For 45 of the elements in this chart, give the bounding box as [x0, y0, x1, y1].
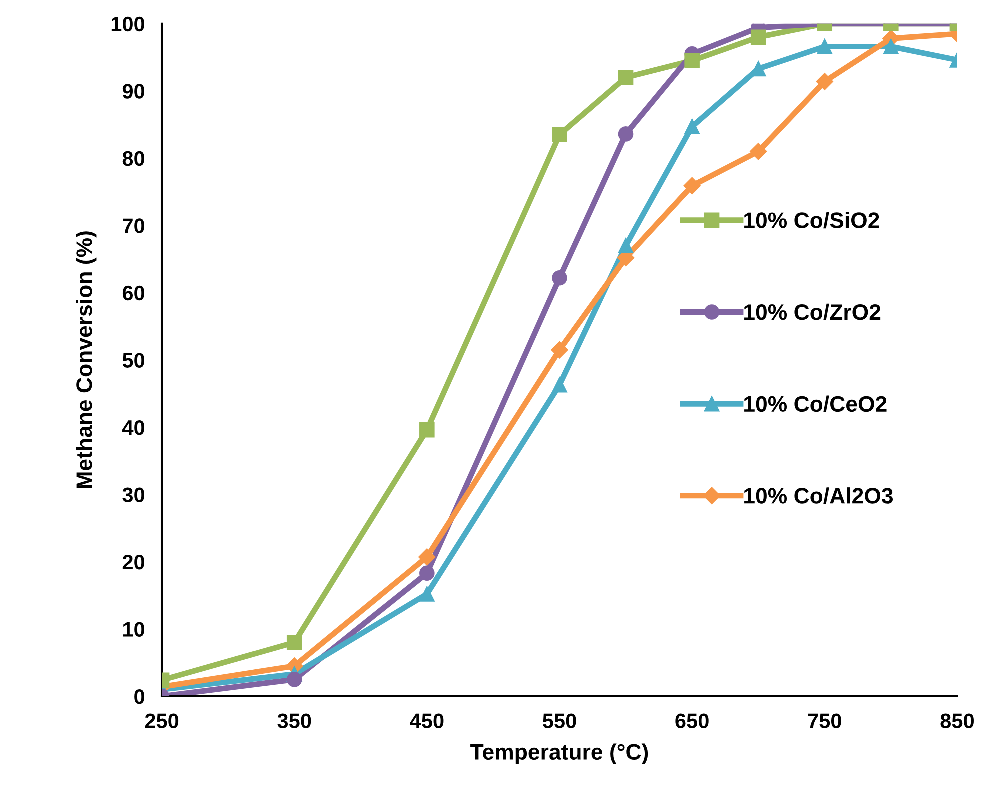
- y-tick-label: 40: [122, 420, 145, 436]
- x-tick-label: 250: [145, 714, 179, 728]
- x-tick-label: 550: [543, 714, 576, 728]
- point: [684, 53, 700, 69]
- point: [884, 39, 899, 54]
- x-tick-label: 650: [676, 714, 709, 728]
- y-tick-label: 0: [134, 690, 145, 704]
- point: [420, 422, 435, 438]
- point: [684, 177, 701, 195]
- y-tick-label: 100: [112, 16, 145, 32]
- point: [750, 30, 766, 45]
- point: [618, 126, 634, 142]
- point: [286, 635, 302, 650]
- point: [618, 70, 634, 86]
- x-tick-label: 750: [808, 714, 842, 728]
- y-tick-label: 60: [122, 286, 145, 301]
- point: [286, 672, 302, 688]
- point: [684, 119, 700, 134]
- x-tick-label: 850: [940, 714, 974, 728]
- y-tick-label: 30: [122, 488, 145, 502]
- y-axis-title: Methane Conversion (%): [76, 232, 97, 488]
- point: [420, 586, 435, 602]
- point: [750, 143, 768, 160]
- x-tick-label: 350: [278, 714, 312, 728]
- legend-label: 10% Co/SiO2: [744, 212, 880, 229]
- point: [551, 342, 568, 359]
- y-tick-label: 70: [123, 218, 145, 234]
- x-axis-title: Temperature (°C): [470, 744, 648, 764]
- point: [552, 127, 568, 142]
- point: [817, 39, 833, 54]
- y-tick-label: 90: [122, 84, 145, 99]
- y-tick-label: 80: [122, 151, 145, 166]
- point: [618, 238, 634, 254]
- y-tick-label: 50: [122, 353, 145, 368]
- legend-label: 10% Co/ZrO2: [744, 304, 881, 320]
- x-tick-label: 450: [410, 714, 444, 728]
- point: [552, 270, 568, 286]
- y-tick-label: 20: [122, 554, 145, 570]
- legend-label: 10% Co/CeO2: [744, 396, 887, 412]
- y-tick-label: 10: [124, 622, 145, 637]
- point: [816, 73, 834, 90]
- point: [420, 566, 435, 582]
- point: [418, 548, 436, 566]
- point: [552, 377, 568, 393]
- legend-label: 10% Co/Al2O3: [744, 488, 894, 504]
